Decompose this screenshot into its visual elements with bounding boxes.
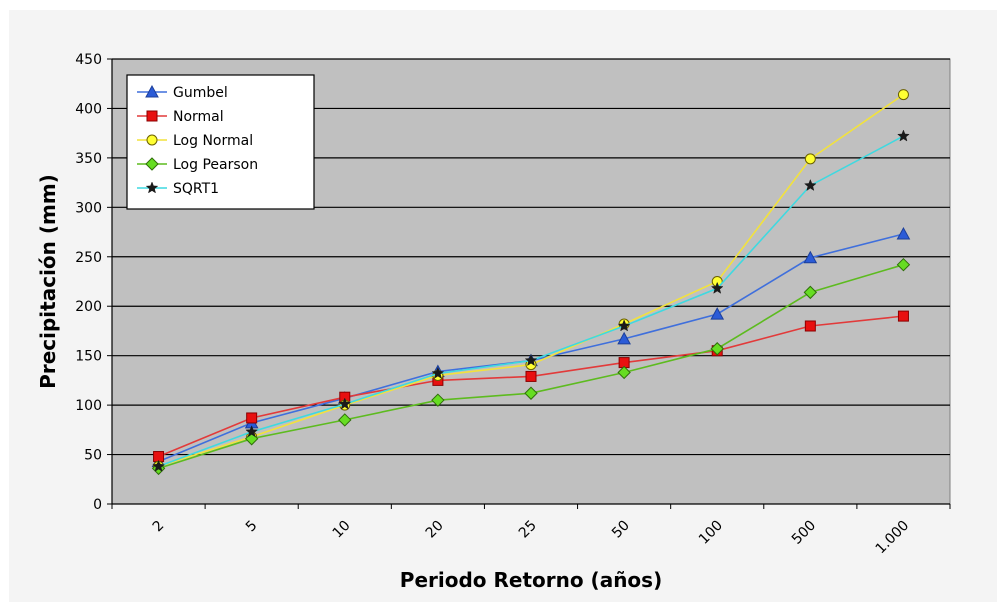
y-tick-label: 300 [75, 200, 102, 216]
legend-marker-triangle-icon [145, 84, 159, 98]
legend-item: SQRT1 [137, 181, 219, 197]
data-point [803, 250, 818, 264]
x-axis-title: Periodo Retorno (años) [400, 568, 662, 592]
legend-item: Normal [137, 109, 224, 125]
data-point [246, 412, 258, 424]
legend-marker-circle-icon [146, 134, 158, 146]
data-point [524, 353, 538, 367]
data-point [617, 319, 631, 332]
data-point [897, 129, 910, 142]
y-tick-label: 200 [75, 299, 102, 315]
data-point [803, 285, 818, 300]
x-tick-label: 2 [150, 518, 168, 536]
data-point [804, 153, 816, 165]
y-tick-label: 350 [75, 151, 102, 167]
data-point [897, 89, 909, 101]
y-tick-label: 450 [75, 52, 102, 68]
x-tick-label: 20 [423, 518, 447, 542]
y-tick-label: 250 [75, 250, 102, 266]
data-point [525, 370, 537, 382]
legend-label: Log Pearson [173, 157, 258, 173]
x-tick-label: 100 [696, 518, 726, 548]
legend-marker-square-icon [146, 110, 158, 122]
x-tick-label: 50 [609, 518, 633, 542]
x-tick-label: 1.000 [873, 518, 913, 558]
data-point [431, 393, 445, 407]
y-tick-label: 100 [75, 398, 102, 414]
data-point [524, 386, 538, 400]
series-log-pearson [151, 257, 911, 476]
y-tick-label: 0 [93, 497, 102, 513]
y-axis-title: Precipitación (mm) [36, 174, 60, 389]
data-point [804, 320, 816, 332]
data-point [803, 178, 817, 191]
chart-frame: 0 50 100 150 200 250 300 350 400 450 2 5 10 20 25 50 100… [9, 10, 997, 602]
x-tick-label: 500 [789, 518, 819, 548]
series-sqrt1 [152, 129, 910, 472]
legend: Gumbel Normal Log Normal Log Pearson SQRT1 [126, 74, 315, 210]
data-point [431, 366, 445, 379]
data-point [710, 281, 724, 294]
data-point [896, 257, 911, 272]
data-point [710, 307, 725, 320]
data-point [710, 342, 724, 356]
x-tick-label: 5 [243, 518, 261, 536]
legend-marker-diamond-icon [145, 157, 159, 171]
data-point [617, 365, 631, 380]
y-tick-label: 150 [75, 349, 102, 365]
data-point [338, 413, 352, 427]
x-tick-label: 25 [516, 518, 540, 542]
series-group [151, 89, 911, 476]
legend-marker-star-icon [145, 181, 159, 194]
data-point [896, 226, 911, 240]
data-point [897, 310, 909, 322]
legend-label: Log Normal [173, 133, 253, 149]
data-point [152, 459, 165, 472]
legend-label: Gumbel [173, 85, 228, 101]
x-tick-label: 10 [330, 518, 354, 542]
legend-label: SQRT1 [173, 181, 219, 197]
legend-item: Log Normal [137, 133, 253, 149]
data-point [245, 425, 259, 438]
data-point [617, 331, 631, 345]
legend-label: Normal [173, 109, 224, 125]
y-tick-label: 50 [84, 448, 102, 464]
legend-item: Gumbel [137, 84, 228, 101]
data-point [338, 397, 352, 410]
y-tick-label: 400 [75, 101, 102, 117]
legend-item: Log Pearson [137, 157, 258, 173]
